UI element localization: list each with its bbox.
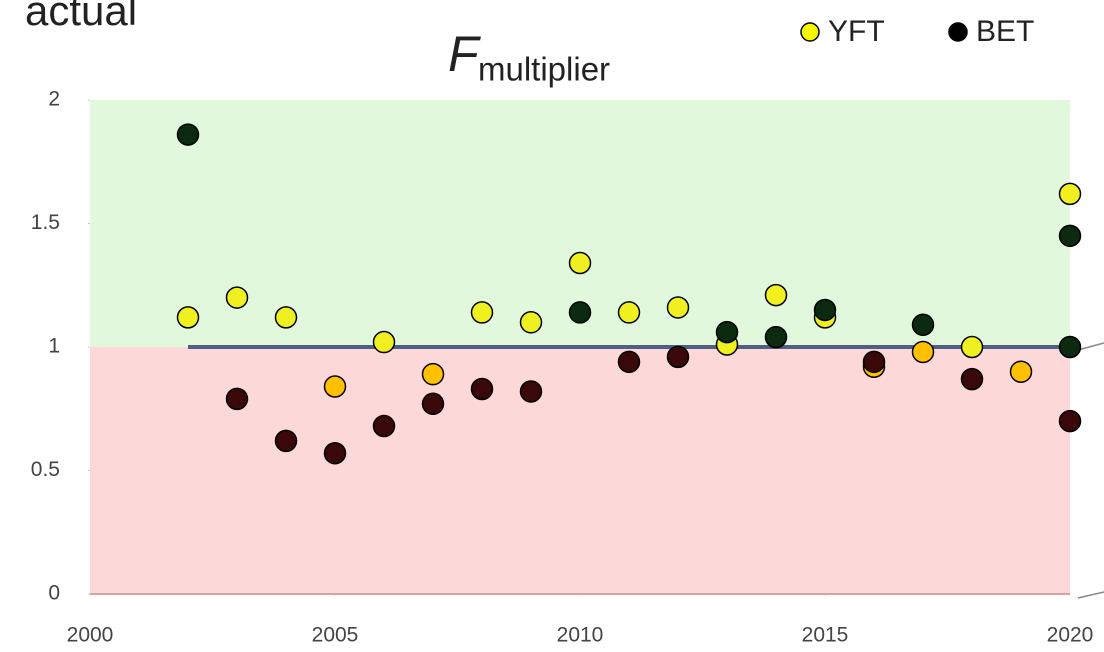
x-tick-label: 2000 bbox=[67, 624, 114, 647]
y-tick-label: 1.5 bbox=[31, 211, 60, 234]
point bbox=[225, 387, 249, 411]
point bbox=[274, 429, 298, 453]
y-tick-label: 0 bbox=[48, 582, 60, 605]
point bbox=[666, 296, 690, 319]
point bbox=[519, 311, 543, 334]
point bbox=[911, 313, 935, 337]
y-tick-label: 0.5 bbox=[31, 458, 60, 481]
point bbox=[1058, 335, 1082, 359]
annotation-leader bbox=[1077, 591, 1104, 599]
y-tick-label: 1 bbox=[48, 335, 60, 358]
point bbox=[960, 335, 984, 359]
point bbox=[519, 380, 543, 403]
point bbox=[323, 375, 347, 398]
chart-title: F bbox=[448, 26, 481, 82]
point bbox=[1058, 224, 1082, 248]
region-below bbox=[90, 347, 1070, 594]
point bbox=[715, 320, 739, 344]
point bbox=[1009, 360, 1033, 383]
point bbox=[764, 283, 788, 307]
legend-label: BET bbox=[976, 15, 1034, 48]
legend-marker bbox=[800, 22, 820, 42]
x-tick-label: 2010 bbox=[557, 624, 604, 647]
point bbox=[862, 350, 886, 374]
point bbox=[470, 301, 494, 324]
y-tick-label: 2 bbox=[48, 88, 60, 111]
point bbox=[274, 306, 298, 329]
point bbox=[1058, 409, 1082, 433]
point bbox=[911, 340, 935, 364]
point bbox=[323, 441, 347, 465]
point bbox=[813, 298, 837, 322]
annotation-leader bbox=[1077, 342, 1104, 351]
point bbox=[617, 350, 641, 374]
point bbox=[764, 325, 788, 349]
point bbox=[568, 251, 592, 275]
point bbox=[1058, 182, 1082, 206]
point bbox=[421, 362, 445, 386]
x-tick-label: 2005 bbox=[312, 624, 359, 647]
point bbox=[617, 301, 641, 324]
point bbox=[176, 123, 200, 146]
legend-marker bbox=[948, 22, 968, 42]
point bbox=[666, 345, 690, 369]
x-tick-label: 2020 bbox=[1047, 624, 1094, 647]
point bbox=[421, 392, 445, 416]
point bbox=[568, 301, 592, 324]
point bbox=[372, 330, 396, 354]
point bbox=[470, 377, 494, 401]
point bbox=[960, 367, 984, 391]
point bbox=[176, 306, 200, 329]
chart-title-subscript: multiplier bbox=[478, 51, 610, 88]
point bbox=[372, 414, 396, 438]
legend-label: YFT bbox=[828, 15, 885, 48]
point bbox=[225, 286, 249, 309]
x-tick-label: 2015 bbox=[802, 624, 849, 647]
corner-text: actual bbox=[25, 0, 137, 34]
